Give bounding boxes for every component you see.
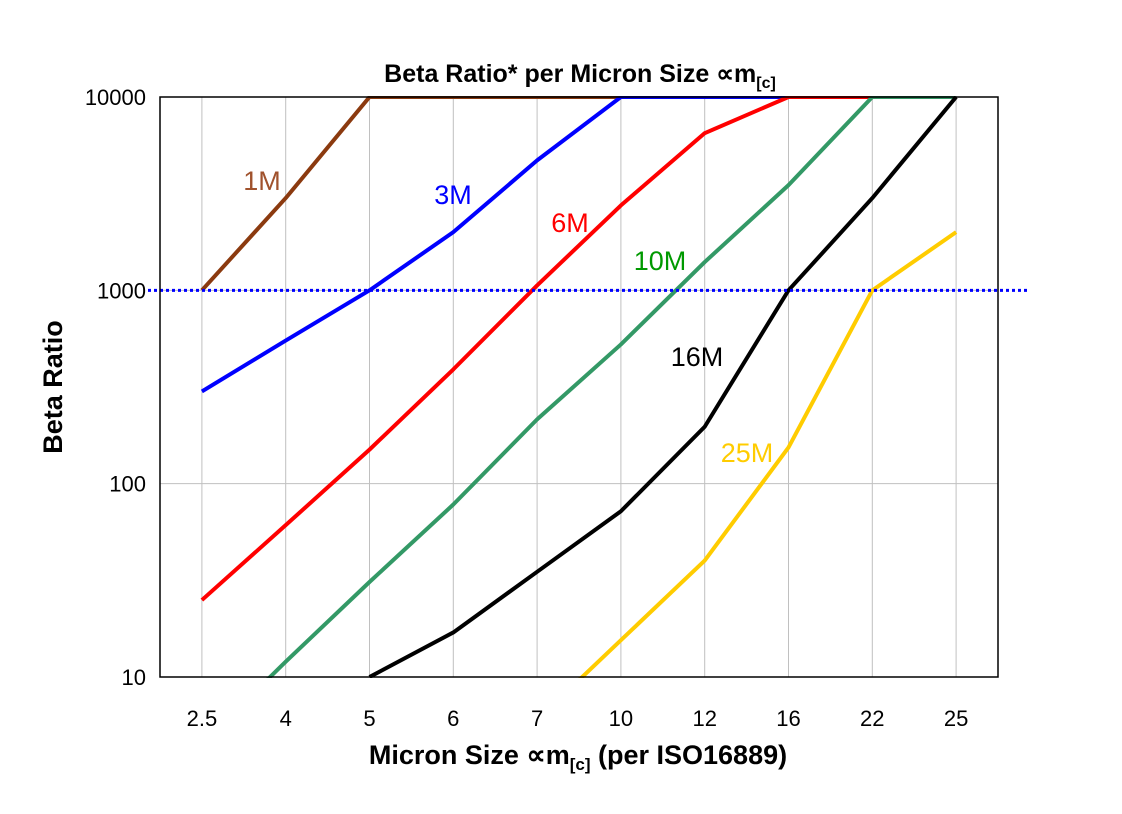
x-tick-label: 25 xyxy=(944,706,968,731)
series-lines xyxy=(200,96,958,678)
series-labels: 1M 3M 6M 10M 16M 25M xyxy=(243,166,773,468)
y-tick-label: 10000 xyxy=(85,85,146,110)
y-tick-label: 100 xyxy=(109,472,146,497)
y-tick-label: 10 xyxy=(122,665,146,690)
chart-title: Beta Ratio* per Micron Size ∝m[c] xyxy=(384,60,776,92)
grid xyxy=(160,96,998,678)
series-label-16M: 16M xyxy=(671,342,724,372)
x-tick-label: 12 xyxy=(692,706,716,731)
x-tick-label: 10 xyxy=(609,706,633,731)
series-label-3M: 3M xyxy=(434,180,472,210)
x-axis-label: Micron Size ∝m[c] (per ISO16889) xyxy=(369,740,787,774)
series-label-6M: 6M xyxy=(551,208,589,238)
x-tick-label: 16 xyxy=(776,706,800,731)
y-tick-label: 1000 xyxy=(97,278,146,303)
axis-ticks: 2.5 4 5 6 7 10 12 16 22 25 10 100 1000 10000 xyxy=(85,85,969,731)
plot-area-border xyxy=(159,96,999,678)
x-tick-label: 7 xyxy=(531,706,543,731)
series-label-1M: 1M xyxy=(243,166,281,196)
series-line-25M xyxy=(578,230,958,678)
series-label-10M: 10M xyxy=(634,246,687,276)
x-tick-label: 2.5 xyxy=(187,706,218,731)
series-line-16M xyxy=(368,96,958,678)
series-label-25M: 25M xyxy=(721,438,774,468)
x-tick-label: 4 xyxy=(280,706,292,731)
x-tick-label: 5 xyxy=(363,706,375,731)
series-line-10M xyxy=(266,96,957,678)
y-axis-label: Beta Ratio xyxy=(38,320,68,454)
x-tick-label: 6 xyxy=(447,706,459,731)
x-tick-label: 22 xyxy=(860,706,884,731)
